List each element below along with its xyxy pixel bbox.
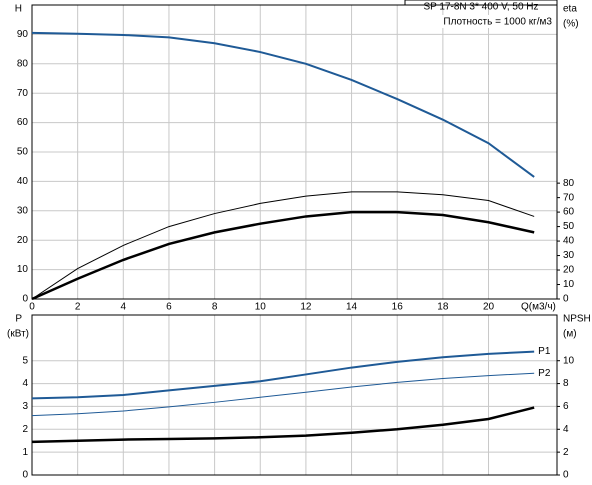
y2-tick-label: 8 <box>563 378 569 389</box>
y2-tick-label: 30 <box>563 250 575 261</box>
y2-axis-label: eta <box>563 4 577 15</box>
y-tick-label: 10 <box>17 264 29 275</box>
x-tick-label: 2 <box>75 302 81 313</box>
y2-tick-label: 40 <box>563 236 575 247</box>
x-tick-label: 8 <box>212 302 218 313</box>
chart-title: SP 17-8N 3* 400 V, 50 Hz <box>423 2 538 13</box>
curve <box>31 406 535 444</box>
y2-tick-label: 6 <box>563 401 569 412</box>
y-tick-label: 0 <box>22 294 28 305</box>
y-tick-label: 30 <box>17 205 29 216</box>
curve <box>31 191 535 300</box>
y-tick-label: 2 <box>22 424 28 435</box>
y2-tick-label: 60 <box>563 207 575 218</box>
y-tick-label: 50 <box>17 147 29 158</box>
y-axis-label: H <box>15 4 22 15</box>
plot-frame <box>31 314 558 476</box>
y2-tick-label: 70 <box>563 192 575 203</box>
y2-tick-label: 80 <box>563 178 575 189</box>
x-tick-label: 12 <box>300 302 312 313</box>
y-tick-label: 3 <box>22 401 28 412</box>
y2-tick-label: 2 <box>563 447 569 458</box>
y-tick-label: 4 <box>22 378 28 389</box>
y2-tick-label: 10 <box>563 355 575 366</box>
x-tick-label: 4 <box>121 302 127 313</box>
y-tick-label: 20 <box>17 235 29 246</box>
y2-tick-label: 4 <box>563 424 569 435</box>
y-tick-label: 90 <box>17 29 29 40</box>
y2-tick-label: 10 <box>563 279 575 290</box>
y-tick-label: 80 <box>17 58 29 69</box>
x-tick-label: 10 <box>255 302 267 313</box>
curve-label: P2 <box>538 368 551 379</box>
y-tick-label: 0 <box>22 470 28 480</box>
y-tick-label: 1 <box>22 447 28 458</box>
curve <box>31 210 535 301</box>
curve <box>31 350 535 400</box>
x-tick-label: 18 <box>437 302 449 313</box>
subtitle-bg <box>432 15 554 28</box>
y-tick-label: 5 <box>22 355 28 366</box>
curve <box>31 372 535 417</box>
y2-tick-label: 0 <box>563 470 569 480</box>
y-axis-unit: (кВт) <box>7 329 29 340</box>
y2-axis-unit: (%) <box>563 19 579 30</box>
y-tick-label: 40 <box>17 176 29 187</box>
y2-tick-label: 20 <box>563 265 575 276</box>
chart-subtitle: Плотность = 1000 кг/м3 <box>443 17 552 28</box>
y-tick-label: 70 <box>17 88 29 99</box>
y2-axis-label: NPSH <box>563 314 591 325</box>
x-tick-label: 20 <box>483 302 495 313</box>
x-tick-label: 14 <box>346 302 358 313</box>
y-axis-label: P <box>15 314 22 325</box>
y2-tick-label: 0 <box>563 294 569 305</box>
curve <box>31 31 535 178</box>
y2-axis-unit: (м) <box>563 329 577 340</box>
x-tick-label: 0 <box>29 302 35 313</box>
y-tick-label: 60 <box>17 117 29 128</box>
x-axis-label: Q(м3/ч) <box>521 302 556 313</box>
y2-tick-label: 50 <box>563 221 575 232</box>
x-tick-label: 16 <box>392 302 404 313</box>
plot-frame <box>31 4 558 300</box>
curve-label: P1 <box>538 346 551 357</box>
x-tick-label: 6 <box>166 302 172 313</box>
